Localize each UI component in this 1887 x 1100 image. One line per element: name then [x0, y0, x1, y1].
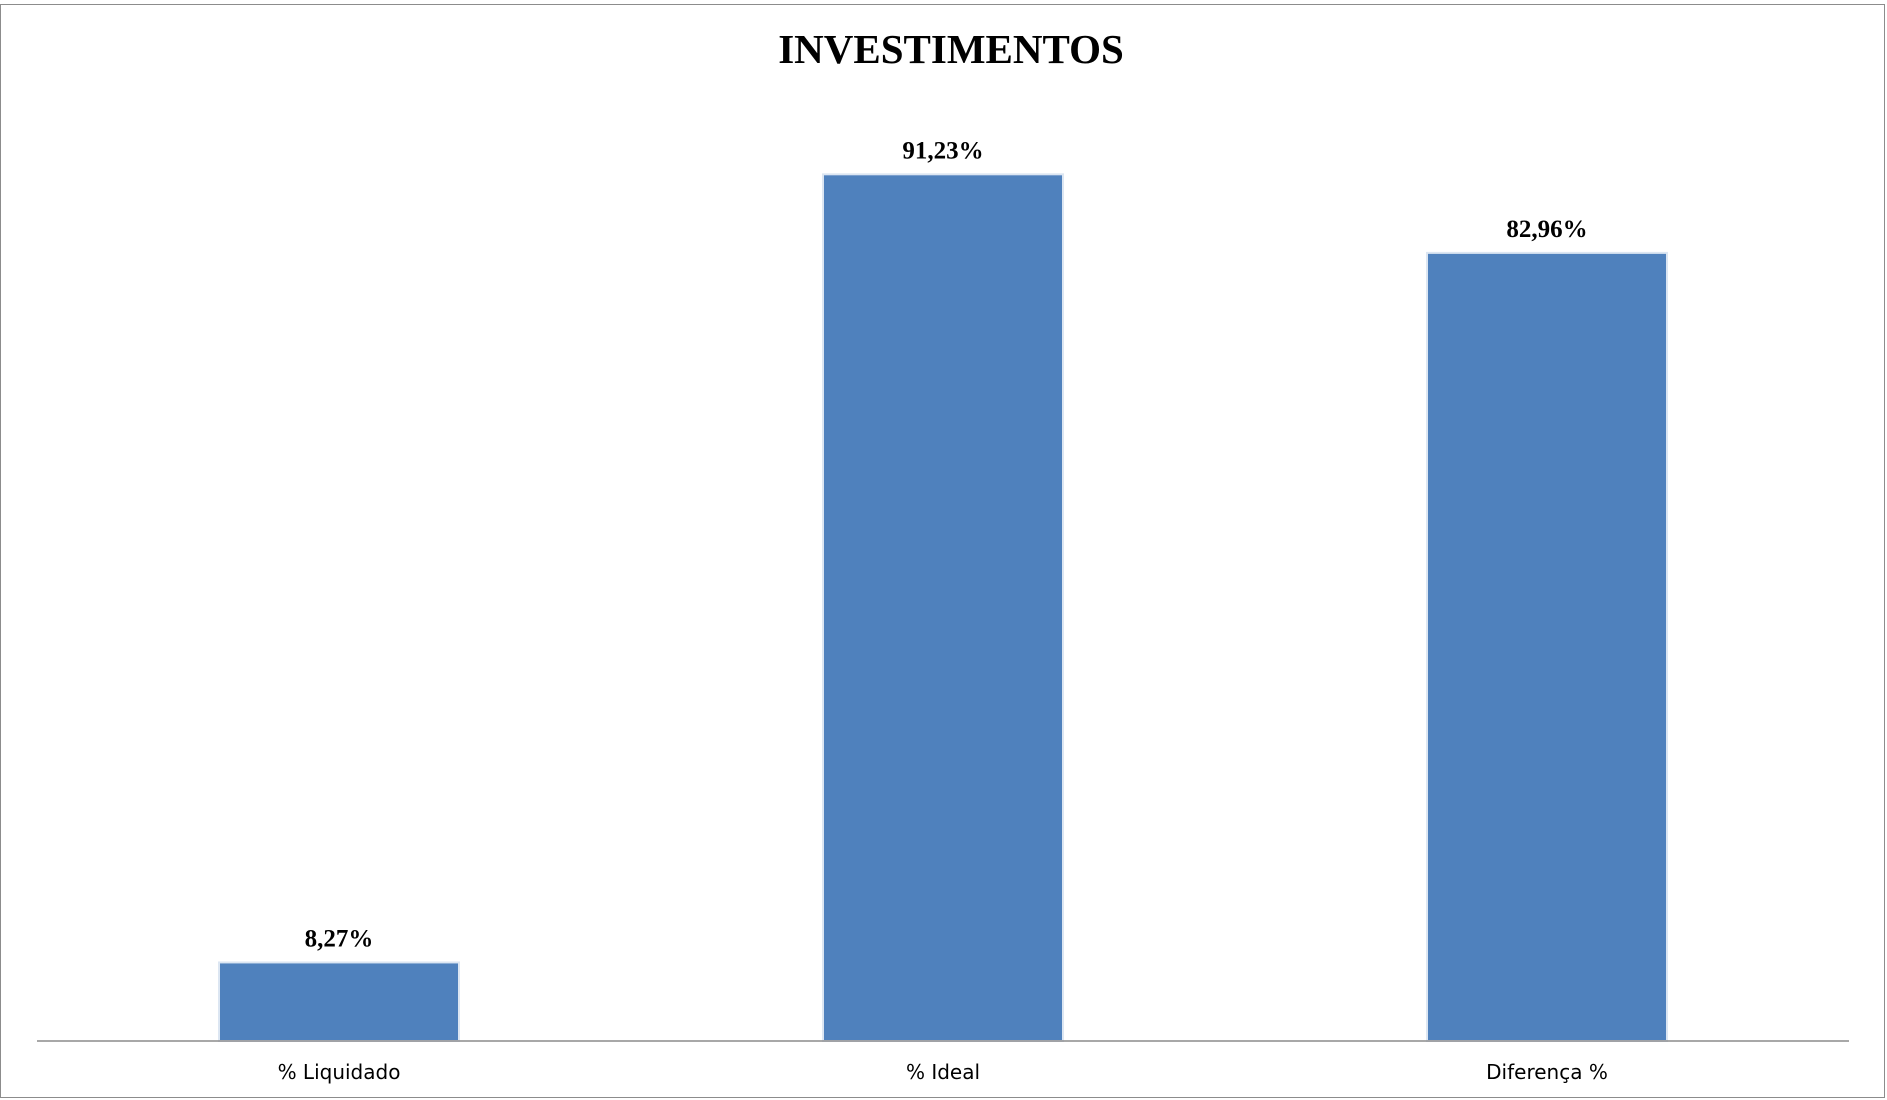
bar-2: [822, 173, 1064, 1042]
bar-1: [218, 961, 460, 1042]
x-tick-labels-group: % Liquidado % Ideal Diferença %: [278, 1060, 1608, 1084]
chart-area: INVESTIMENTOS 8,27% 91,23% 82,96% % Liquid…: [0, 4, 1885, 1098]
x-tick-label-1: % Liquidado: [278, 1060, 401, 1084]
data-label-3: 82,96%: [1506, 216, 1587, 243]
data-label-2: 91,23%: [902, 137, 983, 164]
x-tick-label-2: % Ideal: [906, 1060, 980, 1084]
bars-group: [218, 173, 1668, 1042]
chart-svg: INVESTIMENTOS 8,27% 91,23% 82,96% % Liquid…: [37, 26, 1849, 1084]
x-tick-label-3: Diferença %: [1486, 1060, 1608, 1084]
chart-title: INVESTIMENTOS: [778, 26, 1124, 72]
data-label-1: 8,27%: [305, 925, 374, 952]
bar-3: [1426, 251, 1668, 1042]
data-labels-group: 8,27% 91,23% 82,96%: [305, 137, 1588, 952]
